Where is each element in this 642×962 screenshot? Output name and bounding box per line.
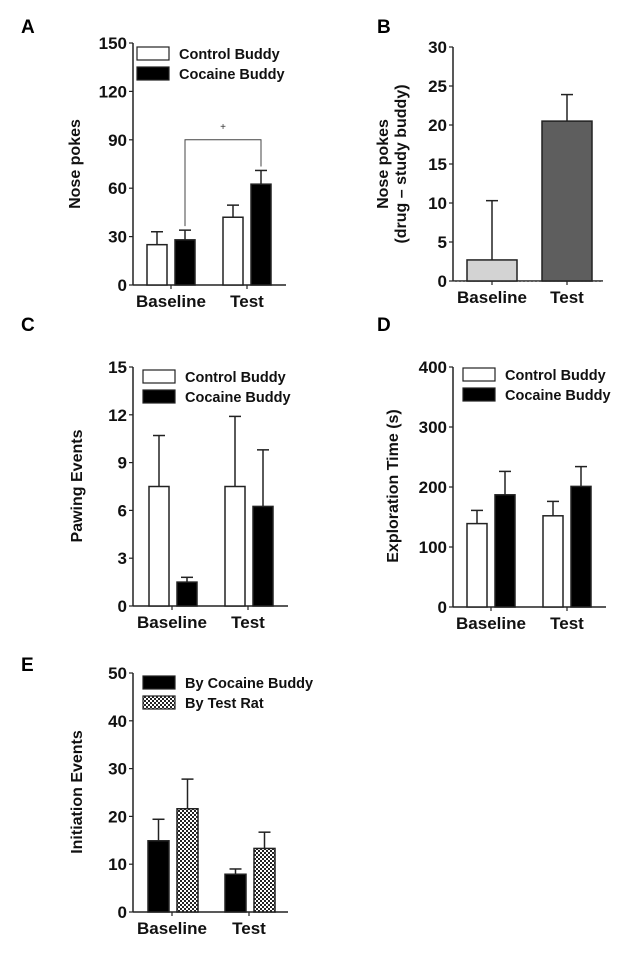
bar-cocaine-buddy-baseline: [174, 239, 196, 286]
bar-by-cocaine-buddy-test: [224, 873, 247, 913]
bar-control-buddy-test: [542, 515, 564, 608]
y-tick-label: 10: [428, 194, 447, 213]
y-tick-label: 100: [419, 538, 447, 557]
bar-cocaine-buddy-test: [570, 485, 592, 608]
panel-label-e: E: [21, 655, 34, 676]
chart-c-pawing-events: 0 3 6 9 12 15 Baseline Test Pawing Events Control…: [69, 358, 291, 632]
y-tick-label: 5: [438, 233, 447, 252]
bar-control-buddy-baseline: [148, 485, 170, 607]
y-tick-label: 15: [428, 155, 447, 174]
x-tick-label: Baseline: [457, 288, 527, 307]
y-tick-label: 9: [118, 454, 127, 473]
legend-label: Cocaine Buddy: [505, 388, 611, 404]
x-tick-label: Test: [550, 614, 584, 633]
panel-label-b: B: [377, 17, 391, 38]
y-tick-label: 20: [428, 116, 447, 135]
y-tick-label: 0: [118, 276, 127, 295]
y-tick-label: 300: [419, 418, 447, 437]
y-axis-title: Exploration Time (s): [385, 409, 402, 563]
legend-label: Control Buddy: [185, 370, 286, 386]
y-tick-label: 50: [108, 664, 127, 683]
bar-by-test-rat-test: [253, 847, 276, 913]
legend-label: By Cocaine Buddy: [185, 676, 313, 692]
bar-by-cocaine-buddy-baseline: [147, 840, 170, 913]
y-tick-label: 40: [108, 712, 127, 731]
y-tick-label: 30: [428, 38, 447, 57]
y-tick-label: 6: [118, 501, 127, 520]
panel-label-d: D: [377, 315, 391, 336]
y-tick-label: 15: [108, 358, 127, 377]
legend-label: Control Buddy: [505, 368, 606, 384]
y-tick-label: 150: [99, 34, 127, 53]
legend-swatch: [136, 46, 170, 61]
x-tick-label: Baseline: [456, 614, 526, 633]
bar-control-buddy-test: [222, 216, 244, 286]
y-tick-label: 90: [108, 131, 127, 150]
chart-d-exploration-time: 0 100 200 300 400 Baseline Test Exploration Tim…: [385, 358, 611, 633]
y-axis-subtitle: (drug – study buddy): [393, 84, 410, 243]
y-tick-label: 20: [108, 807, 127, 826]
x-tick-label: Baseline: [137, 613, 207, 632]
y-axis-title: Pawing Events: [69, 429, 86, 542]
legend-label: By Test Rat: [185, 696, 264, 712]
legend-swatch: [142, 695, 176, 710]
y-tick-label: 0: [438, 598, 447, 617]
legend-swatch: [142, 675, 176, 690]
y-tick-label: 0: [118, 597, 127, 616]
bar-difference-test: [541, 120, 593, 282]
y-tick-label: 0: [438, 272, 447, 291]
legend-swatch: [462, 387, 496, 402]
x-tick-label: Test: [230, 292, 264, 311]
legend-swatch: [142, 369, 176, 384]
y-tick-label: 3: [118, 549, 127, 568]
y-tick-label: 200: [419, 478, 447, 497]
y-axis-title: Nose pokes: [375, 119, 392, 209]
x-tick-label: Baseline: [137, 919, 207, 938]
x-tick-label: Test: [232, 919, 266, 938]
significance-marker: +: [220, 122, 226, 133]
y-tick-label: 10: [108, 855, 127, 874]
bar-control-buddy-test: [224, 485, 246, 607]
chart-e-initiation-events: 0 10 20 30 40 50 Baseline Test Initiation Events…: [69, 664, 313, 938]
y-tick-label: 30: [108, 228, 127, 247]
y-tick-label: 12: [108, 406, 127, 425]
bar-difference-baseline: [466, 259, 518, 282]
bar-control-buddy-baseline: [146, 243, 168, 286]
x-tick-label: Test: [231, 613, 265, 632]
bar-cocaine-buddy-test: [250, 183, 272, 286]
legend-label: Cocaine Buddy: [185, 390, 291, 406]
x-tick-label: Baseline: [136, 292, 206, 311]
legend-label: Control Buddy: [179, 47, 280, 63]
y-tick-label: 120: [99, 82, 127, 101]
x-tick-label: Test: [550, 288, 584, 307]
panel-label-a: A: [21, 17, 35, 38]
legend-swatch: [462, 367, 496, 382]
legend-label: Cocaine Buddy: [179, 67, 285, 83]
chart-b-nose-poke-difference: 0 5 10 15 20 25 30 Baseline Test Nose pokes (drug …: [375, 38, 603, 307]
y-axis-title: Nose pokes: [67, 119, 84, 209]
legend-swatch: [142, 389, 176, 404]
bar-cocaine-buddy-baseline: [176, 581, 198, 607]
bar-cocaine-buddy-baseline: [494, 494, 516, 608]
y-tick-label: 0: [118, 903, 127, 922]
panel-label-c: C: [21, 315, 35, 336]
bar-control-buddy-baseline: [466, 522, 488, 608]
y-tick-label: 60: [108, 179, 127, 198]
y-tick-label: 30: [108, 760, 127, 779]
bar-cocaine-buddy-test: [252, 505, 274, 607]
bar-by-test-rat-baseline: [176, 808, 199, 913]
y-axis-title: Initiation Events: [69, 730, 86, 854]
y-tick-label: 25: [428, 77, 447, 96]
legend-swatch: [136, 66, 170, 81]
chart-a-nose-pokes: 0 30 60 90 120 150 Baseline Test Nose pokes Contr…: [67, 34, 286, 311]
y-tick-label: 400: [419, 358, 447, 377]
significance-bracket: [184, 139, 262, 227]
